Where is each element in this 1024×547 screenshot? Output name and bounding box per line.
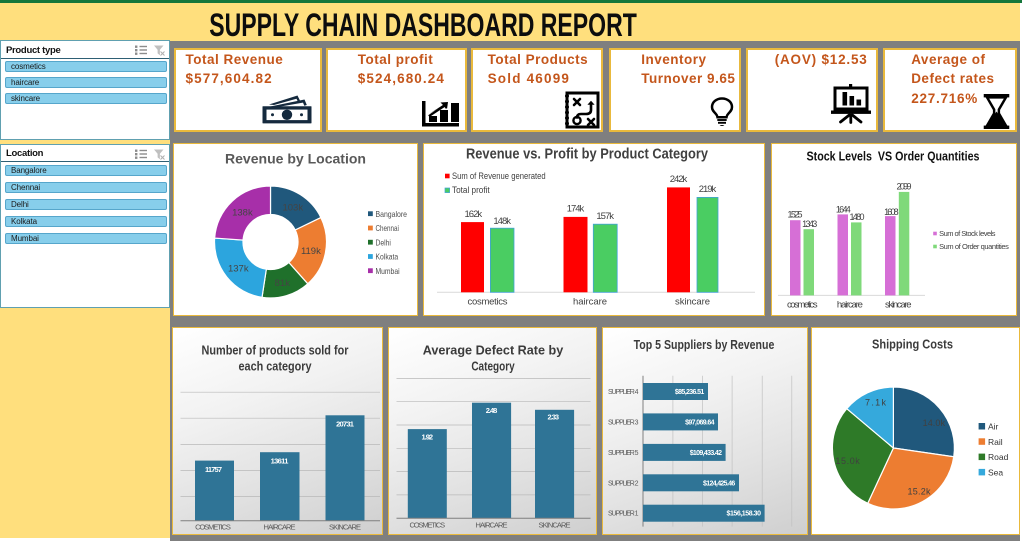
svg-text:SUPPLIER 1: SUPPLIER 1 bbox=[608, 511, 639, 518]
svg-text:11757: 11757 bbox=[205, 465, 222, 474]
svg-text:Bangalore: Bangalore bbox=[376, 209, 408, 219]
svg-text:Kolkata: Kolkata bbox=[376, 252, 399, 262]
svg-text:SUPPLIER 3: SUPPLIER 3 bbox=[608, 419, 639, 426]
svg-text:2099: 2099 bbox=[897, 182, 912, 192]
svg-text:HAIRCARE: HAIRCARE bbox=[475, 521, 507, 530]
svg-text:haircare: haircare bbox=[573, 297, 607, 308]
svg-text:148k: 148k bbox=[493, 216, 511, 227]
svg-text:Shipping Costs: Shipping Costs bbox=[872, 337, 953, 352]
svg-text:Rail: Rail bbox=[988, 437, 1003, 447]
svg-text:COSMETICS: COSMETICS bbox=[409, 521, 445, 530]
svg-text:162k: 162k bbox=[465, 209, 483, 220]
svg-text:Mumbai: Mumbai bbox=[376, 266, 400, 276]
svg-text:242k: 242k bbox=[670, 174, 688, 185]
svg-text:HAIRCARE: HAIRCARE bbox=[264, 523, 296, 532]
svg-text:each category: each category bbox=[239, 359, 313, 374]
svg-text:Stock Levels VS Order Quantit: Stock Levels VS Order Quantities bbox=[807, 149, 980, 164]
svg-text:1608: 1608 bbox=[884, 207, 899, 217]
svg-text:cosmetics: cosmetics bbox=[468, 297, 508, 308]
svg-text:haircare: haircare bbox=[837, 300, 863, 311]
svg-text:SKINCARE: SKINCARE bbox=[538, 521, 570, 530]
svg-text:15.2k: 15.2k bbox=[908, 487, 932, 497]
svg-text:14.0k: 14.0k bbox=[923, 418, 946, 428]
svg-text:SKINCARE: SKINCARE bbox=[329, 523, 361, 532]
svg-text:Top 5 Suppliers by Revenue: Top 5 Suppliers by Revenue bbox=[634, 337, 775, 352]
svg-text:103k: 103k bbox=[282, 203, 303, 214]
svg-text:1644: 1644 bbox=[836, 205, 851, 215]
svg-text:2.33: 2.33 bbox=[547, 413, 559, 422]
svg-text:81k: 81k bbox=[275, 278, 291, 289]
svg-text:137k: 137k bbox=[228, 264, 249, 275]
svg-text:Delhi: Delhi bbox=[376, 237, 391, 247]
svg-text:138k: 138k bbox=[232, 208, 253, 219]
svg-text:1343: 1343 bbox=[802, 219, 817, 229]
svg-text:13611: 13611 bbox=[271, 456, 289, 465]
svg-text:skincare: skincare bbox=[885, 300, 912, 311]
svg-text:174k: 174k bbox=[567, 204, 585, 215]
svg-text:SUPPLIER 4: SUPPLIER 4 bbox=[608, 389, 639, 396]
svg-text:$85,236.51: $85,236.51 bbox=[675, 389, 704, 396]
svg-text:15.0k: 15.0k bbox=[835, 456, 860, 466]
svg-text:$156,158.30: $156,158.30 bbox=[727, 511, 762, 518]
svg-text:20731: 20731 bbox=[336, 419, 354, 428]
svg-text:1525: 1525 bbox=[788, 210, 803, 220]
svg-text:Total profit: Total profit bbox=[452, 185, 490, 195]
svg-text:cosmetics: cosmetics bbox=[787, 300, 818, 311]
svg-text:Revenue vs. Profit by Product: Revenue vs. Profit by Product Category bbox=[466, 147, 708, 163]
svg-text:Average Defect Rate by: Average Defect Rate by bbox=[422, 343, 563, 358]
svg-text:$109,433.42: $109,433.42 bbox=[690, 450, 722, 457]
svg-text:Sea: Sea bbox=[988, 467, 1003, 477]
svg-text:Road: Road bbox=[988, 452, 1009, 462]
svg-text:2.48: 2.48 bbox=[485, 406, 497, 415]
svg-text:SUPPLIER 2: SUPPLIER 2 bbox=[608, 480, 639, 487]
svg-text:Category: Category bbox=[471, 359, 515, 374]
svg-text:Air: Air bbox=[988, 422, 999, 432]
svg-text:119k: 119k bbox=[301, 246, 321, 257]
svg-text:$97,069.64: $97,069.64 bbox=[685, 419, 714, 426]
svg-text:1480: 1480 bbox=[849, 212, 864, 222]
svg-text:SUPPLIER 5: SUPPLIER 5 bbox=[608, 450, 639, 457]
svg-text:COSMETICS: COSMETICS bbox=[195, 523, 231, 532]
svg-text:Sum of Revenue generated: Sum of Revenue generated bbox=[452, 171, 546, 181]
svg-text:Sum of Order quantities: Sum of Order quantities bbox=[939, 242, 1009, 251]
svg-text:1.92: 1.92 bbox=[421, 433, 433, 442]
svg-text:219k: 219k bbox=[699, 184, 717, 195]
svg-text:skincare: skincare bbox=[675, 297, 710, 308]
svg-text:7.1k: 7.1k bbox=[865, 398, 887, 408]
svg-text:$124,425.46: $124,425.46 bbox=[703, 480, 735, 487]
svg-text:Chennai: Chennai bbox=[376, 223, 399, 233]
svg-text:Sum of Stock levels: Sum of Stock levels bbox=[939, 229, 996, 238]
svg-text:Number of products sold for: Number of products sold for bbox=[202, 343, 349, 358]
svg-text:157k: 157k bbox=[596, 211, 614, 222]
svg-text:Revenue by Location: Revenue by Location bbox=[225, 151, 366, 167]
